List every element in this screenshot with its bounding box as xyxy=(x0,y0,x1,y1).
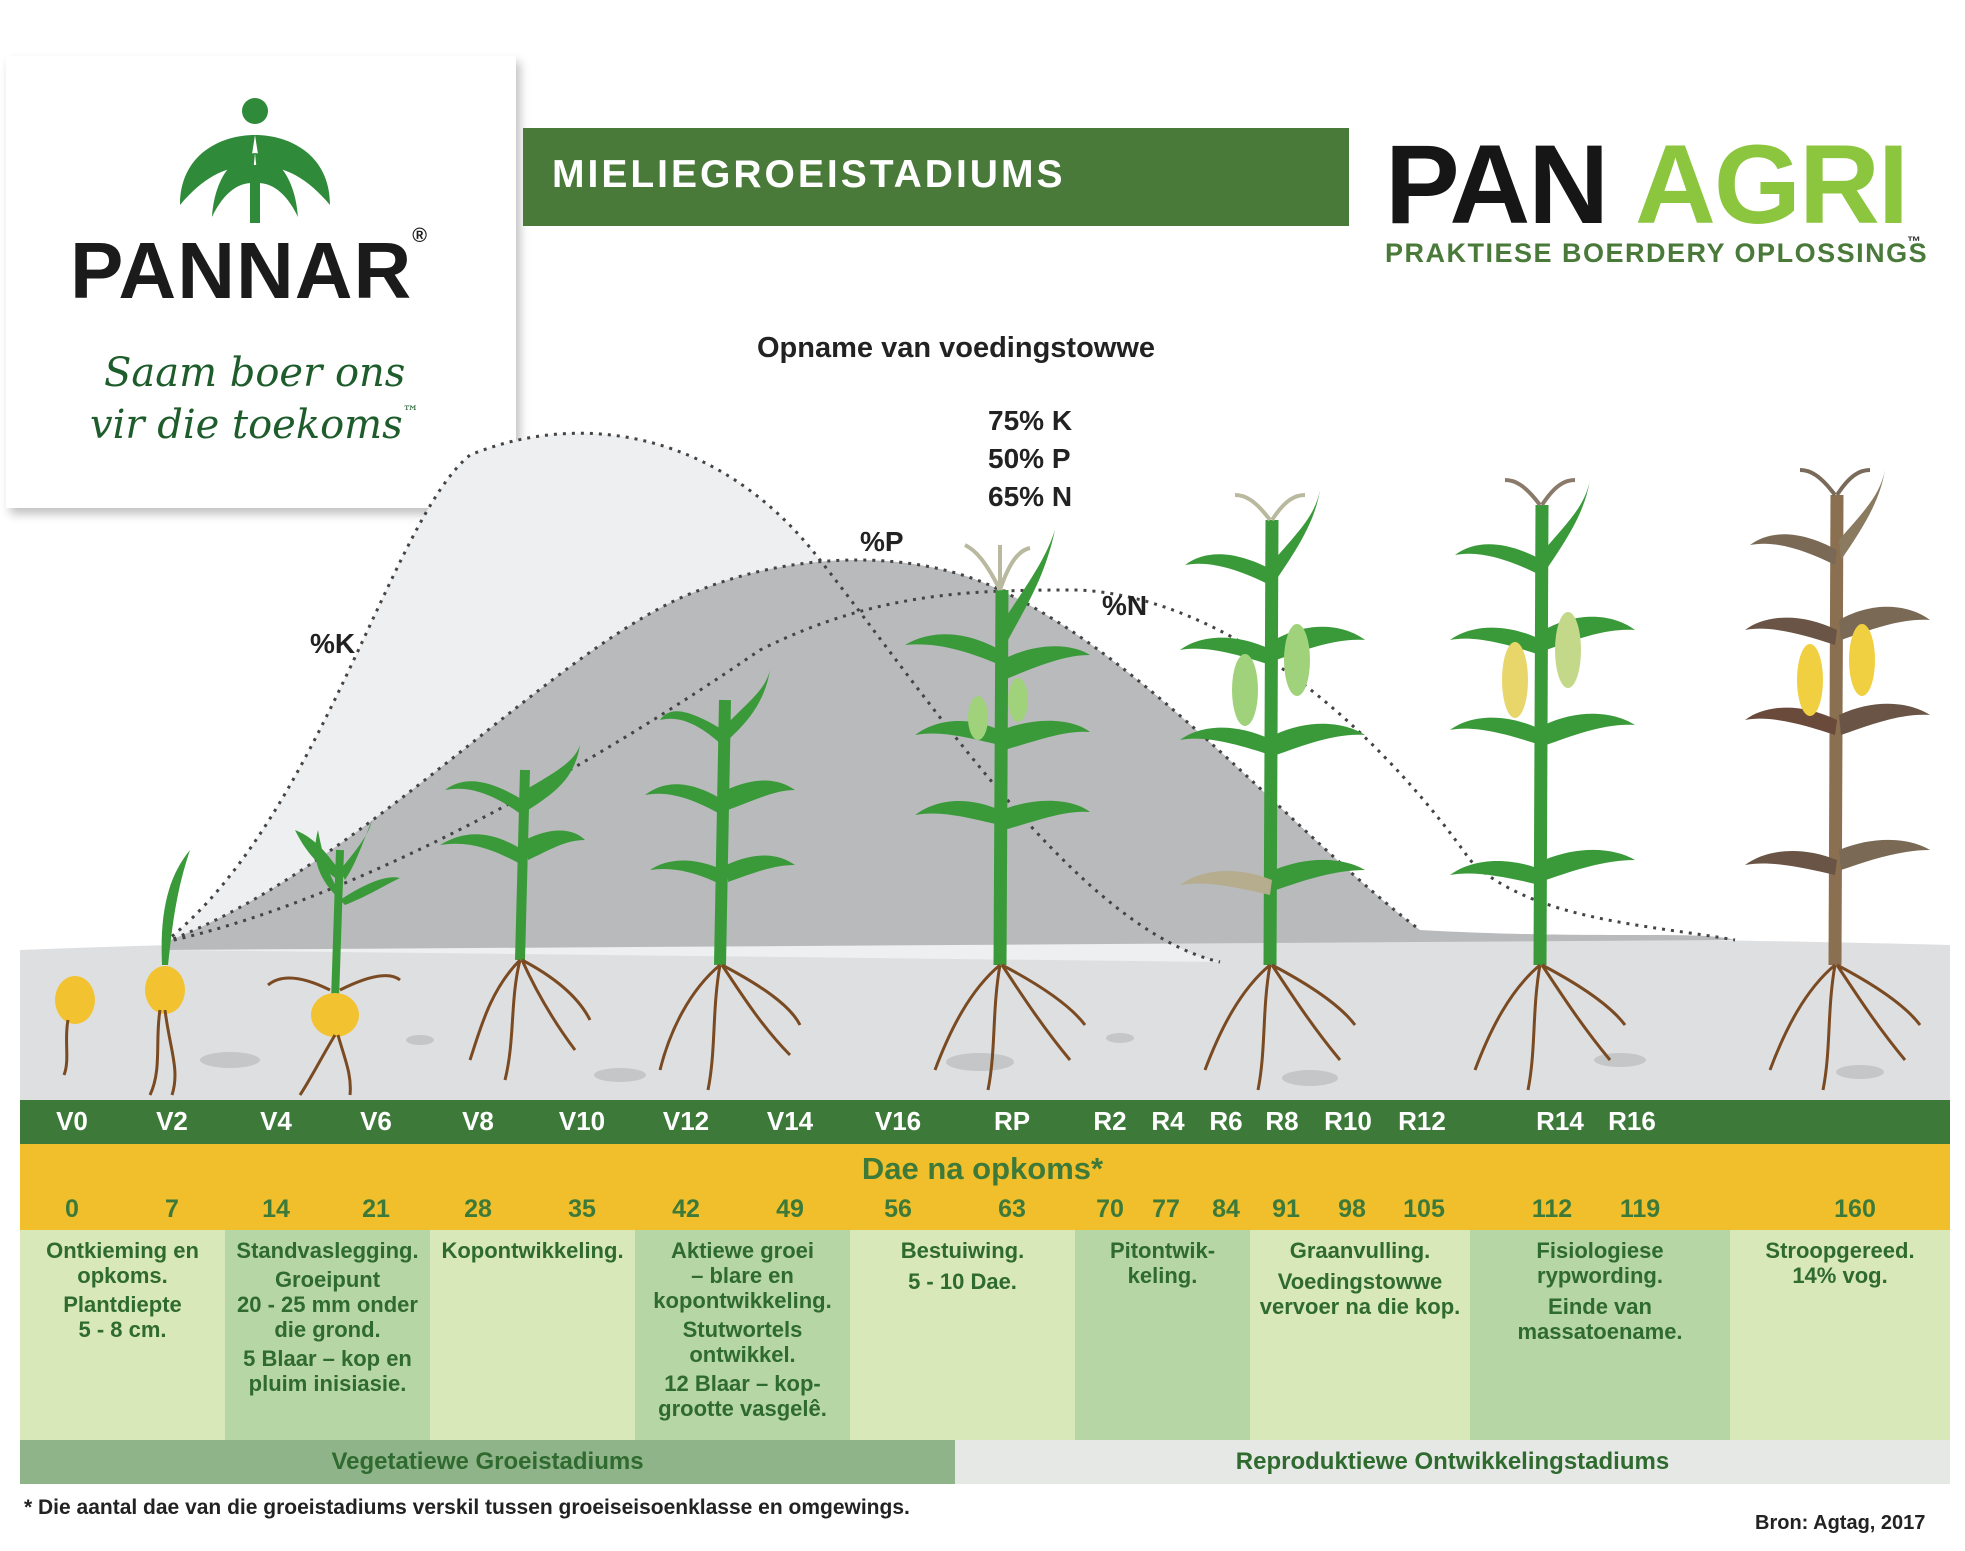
day-value: 98 xyxy=(1338,1195,1366,1223)
panagri-wordmark-pan: PAN xyxy=(1385,122,1609,247)
soil xyxy=(20,937,1950,1100)
desc-column-active-growth: Aktiewe groei – blare en kopontwikkeling.… xyxy=(635,1230,850,1440)
plant-rp xyxy=(905,530,1090,1091)
pannar-slogan-line1: Saam boer ons xyxy=(104,350,406,396)
p-uptake-area xyxy=(165,560,1735,950)
p-curve-label: %P xyxy=(860,526,904,557)
day-value: 119 xyxy=(1619,1195,1661,1223)
plant-v12 xyxy=(645,670,802,1091)
pannar-wordmark: PANNAR® xyxy=(70,225,429,315)
stage-label: R10 xyxy=(1324,1106,1372,1136)
stage-label: R8 xyxy=(1265,1106,1299,1136)
pannar-leaf-icon xyxy=(180,98,330,223)
desc-column-harvest-ready: Stroopgereed. 14% vog. xyxy=(1730,1230,1950,1440)
stage-label: R16 xyxy=(1608,1106,1656,1136)
desc-column-establishment: Standvaslegging. Groeipunt 20 - 25 mm ond… xyxy=(225,1230,430,1440)
plant-v4 xyxy=(267,820,401,1096)
day-value: 42 xyxy=(672,1195,700,1223)
stage-label: V14 xyxy=(766,1106,814,1136)
day-value: 0 xyxy=(65,1195,79,1223)
p-uptake-curve xyxy=(164,558,1421,944)
desc-column-pollination: Bestuiwing. 5 - 10 Dae. xyxy=(850,1230,1075,1440)
day-value: 49 xyxy=(776,1195,804,1223)
desc-column-grain-fill: Graanvulling. Voedingstowwe vervoer na di… xyxy=(1250,1230,1470,1440)
day-value: 14 xyxy=(262,1195,290,1223)
stage-label: R2 xyxy=(1093,1106,1127,1136)
reproductive-phase-label: Reproduktiewe Ontwikkelingstadiums xyxy=(1235,1448,1670,1475)
k-curve-label: %K xyxy=(310,628,356,659)
day-value: 35 xyxy=(568,1195,596,1223)
desc-column-kernel-development: Pitontwik-keling. xyxy=(1075,1230,1250,1440)
day-value: 7 xyxy=(165,1195,179,1223)
peak-n: 65% N xyxy=(988,481,1073,512)
plant-mature xyxy=(1745,468,1930,1091)
days-label: Dae na opkoms* xyxy=(861,1151,1104,1186)
stage-label: R6 xyxy=(1209,1106,1243,1136)
day-value: 91 xyxy=(1272,1195,1300,1223)
plant-v2 xyxy=(145,850,190,1096)
panagri-subtitle: PRAKTIESE BOERDERY OPLOSSINGS xyxy=(1385,238,1929,268)
stage-label: V2 xyxy=(156,1106,188,1136)
stage-label: V12 xyxy=(662,1106,710,1136)
plant-v0 xyxy=(55,976,95,1076)
stage-label: V4 xyxy=(260,1106,292,1136)
day-value: 160 xyxy=(1834,1195,1876,1223)
stage-band xyxy=(20,1100,1950,1144)
page-title: MIELIEGROEISTADIUMS xyxy=(552,153,1066,196)
peak-k: 75% K xyxy=(988,405,1073,436)
day-value: 112 xyxy=(1531,1195,1573,1223)
day-value: 77 xyxy=(1152,1195,1180,1223)
plant-r14 xyxy=(1450,478,1635,1091)
desc-column-maturity: Fisiologiese rypwording. Einde van massato… xyxy=(1470,1230,1730,1440)
peak-p: 50% P xyxy=(988,443,1071,474)
panagri-wordmark-agri: AGRI™ xyxy=(1635,122,1921,249)
plant-r6 xyxy=(1180,490,1365,1091)
reproductive-phase-band xyxy=(955,1440,1950,1484)
vegetative-phase-label: Vegetatiewe Groeistadiums xyxy=(331,1448,644,1475)
pannar-slogan-line2: vir die toekoms™ xyxy=(90,402,419,448)
stage-label: R4 xyxy=(1151,1106,1185,1136)
day-value: 21 xyxy=(362,1195,390,1223)
stage-label: R12 xyxy=(1398,1106,1446,1136)
day-value: 70 xyxy=(1096,1195,1124,1223)
days-band xyxy=(20,1144,1950,1230)
stage-label: V0 xyxy=(56,1106,88,1136)
day-value: 56 xyxy=(884,1195,912,1223)
stage-label: V6 xyxy=(360,1106,392,1136)
day-value: 63 xyxy=(998,1195,1026,1223)
stage-label: V10 xyxy=(558,1106,606,1136)
plant-v8 xyxy=(440,745,592,1081)
vegetative-phase-band xyxy=(20,1440,955,1484)
pannar-logo-card xyxy=(6,56,516,508)
stage-label: R14 xyxy=(1536,1106,1584,1136)
desc-column-germination: Ontkieming en opkoms. Plantdiepte 5 - 8 cm… xyxy=(20,1230,225,1440)
uptake-title: Opname van voedingstowwe xyxy=(757,332,1156,364)
title-band xyxy=(523,128,1349,226)
day-value: 28 xyxy=(464,1195,492,1223)
n-curve-label: %N xyxy=(1102,590,1148,621)
source-credit: Bron: Agtag, 2017 xyxy=(1755,1512,1926,1534)
stage-label: RP xyxy=(993,1106,1031,1136)
stage-label: V8 xyxy=(462,1106,494,1136)
day-value: 105 xyxy=(1403,1195,1445,1223)
desc-column-ear-development: Kopontwikkeling. xyxy=(430,1230,635,1440)
growth-illustration xyxy=(20,431,1950,1100)
stage-label: V16 xyxy=(874,1106,922,1136)
footnote: * Die aantal dae van die groeistadiums v… xyxy=(24,1496,910,1519)
day-value: 84 xyxy=(1212,1195,1240,1223)
